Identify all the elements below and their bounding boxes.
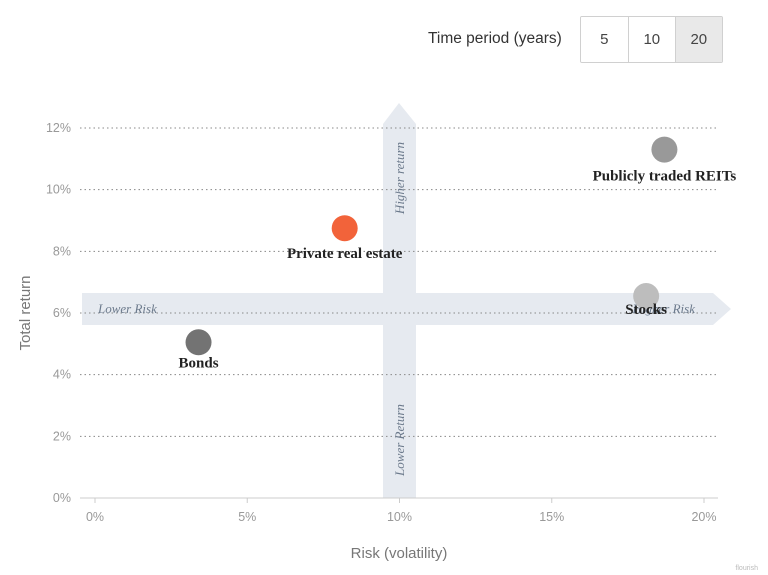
higher-return-label: Higher return — [392, 142, 407, 215]
return-arrow — [383, 103, 416, 498]
lower-risk-label: Lower Risk — [97, 301, 157, 316]
x-tick-label: 15% — [539, 510, 564, 524]
data-point[interactable] — [185, 329, 212, 356]
x-tick-label: 0% — [86, 510, 104, 524]
y-axis-ticks: 0% 2% 4% 6% 8% 10% 12% — [46, 121, 71, 505]
x-tick-label: 5% — [238, 510, 256, 524]
x-axis-title: Risk (volatility) — [351, 545, 448, 562]
x-tick-label: 20% — [691, 510, 716, 524]
y-tick-label: 12% — [46, 121, 71, 135]
watermark: flourish — [735, 565, 758, 572]
data-point[interactable] — [633, 283, 660, 310]
time-period-segmented: 5 10 20 — [579, 15, 723, 63]
data-points: Bonds Private real estate Stocks Publicly t… — [179, 136, 737, 371]
y-tick-label: 0% — [53, 491, 71, 505]
data-point-label: Publicly traded REITs — [593, 169, 737, 185]
data-point[interactable] — [331, 215, 358, 242]
y-tick-label: 10% — [46, 183, 71, 197]
data-point[interactable] — [651, 136, 678, 163]
time-period-control: Time period (years) 5 10 20 — [428, 15, 723, 63]
period-20-button[interactable]: 20 — [674, 16, 722, 62]
y-tick-label: 2% — [53, 429, 71, 443]
x-axis-ticks: 0% 5% 10% 15% 20% — [86, 498, 717, 524]
period-5-button[interactable]: 5 — [580, 16, 628, 62]
lower-return-label: Lower Return — [392, 404, 407, 477]
time-period-label: Time period (years) — [428, 30, 562, 47]
y-tick-label: 4% — [53, 368, 71, 382]
period-10-button[interactable]: 10 — [627, 16, 675, 62]
data-point-label: Stocks — [625, 302, 667, 318]
y-tick-label: 8% — [53, 244, 71, 258]
data-point-label: Private real estate — [287, 246, 403, 262]
y-tick-label: 6% — [53, 306, 71, 320]
quadrant-arrows — [82, 103, 731, 498]
y-axis-title: Total return — [17, 275, 34, 350]
gridlines — [80, 127, 718, 437]
data-point-label: Bonds — [179, 355, 219, 371]
x-tick-label: 10% — [387, 510, 412, 524]
